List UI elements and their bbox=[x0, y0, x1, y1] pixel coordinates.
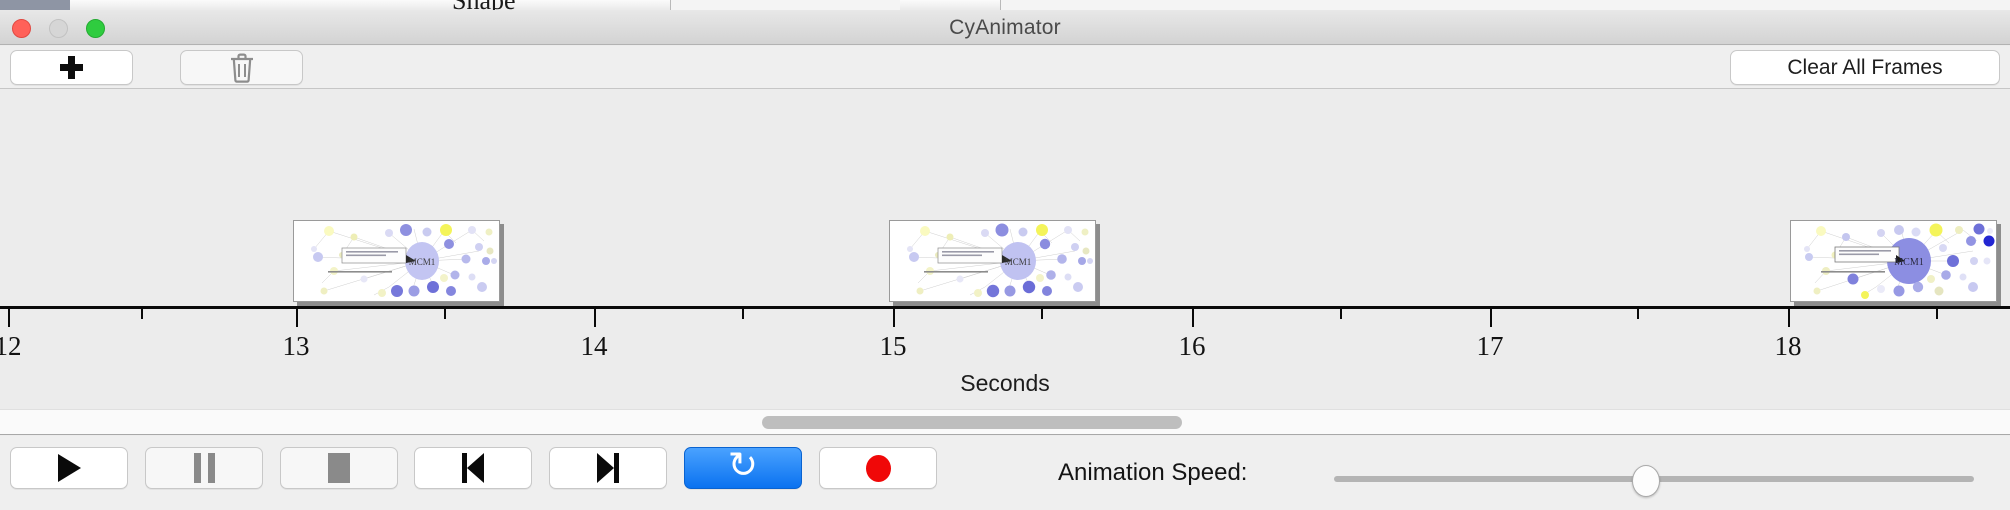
bg-seg bbox=[900, 0, 951, 10]
axis-tick-minor bbox=[141, 309, 143, 319]
bg-seg bbox=[300, 0, 381, 10]
axis-tick-minor bbox=[1340, 309, 1342, 319]
axis-tick-major bbox=[893, 309, 895, 327]
record-button[interactable] bbox=[819, 447, 937, 489]
clear-all-frames-button[interactable]: Clear All Frames bbox=[1730, 50, 2000, 85]
loop-icon: ↻ bbox=[727, 445, 759, 486]
timeline-axis bbox=[0, 306, 2010, 309]
frame-thumbnail[interactable]: MCM1 bbox=[293, 220, 504, 306]
skip-to-end-button[interactable] bbox=[549, 447, 667, 489]
pause-icon bbox=[193, 453, 215, 483]
bg-seg bbox=[240, 0, 301, 10]
frame-network-preview: MCM1 bbox=[293, 220, 500, 302]
animation-speed-slider-thumb[interactable] bbox=[1632, 465, 1660, 497]
trash-icon bbox=[230, 53, 253, 83]
skip-to-start-button[interactable] bbox=[414, 447, 532, 489]
play-icon bbox=[57, 454, 81, 482]
axis-title: Seconds bbox=[960, 370, 1050, 396]
playback-bar: ↻ Animation Speed: bbox=[0, 436, 2010, 510]
axis-tick-minor bbox=[1936, 309, 1938, 319]
axis-tick-minor bbox=[742, 309, 744, 319]
skip-backward-icon bbox=[462, 453, 484, 483]
frame-thumbnail[interactable]: MCM1 bbox=[889, 220, 1100, 306]
svg-text:MCM1: MCM1 bbox=[1894, 257, 1923, 268]
svg-text:MCM1: MCM1 bbox=[409, 257, 436, 267]
bg-seg bbox=[180, 0, 241, 10]
title-bar[interactable]: CyAnimator bbox=[0, 10, 2010, 45]
background-window-label: Shape bbox=[452, 0, 516, 10]
axis-tick-label: 17 bbox=[1476, 331, 1504, 361]
axis-tick-major bbox=[296, 309, 298, 327]
axis-tick-major bbox=[8, 309, 10, 327]
pause-button[interactable] bbox=[145, 447, 263, 489]
axis-tick-major bbox=[1192, 309, 1194, 327]
axis-tick-label: 15 bbox=[879, 331, 907, 361]
axis-tick-label: 12 bbox=[0, 331, 22, 361]
close-button[interactable] bbox=[12, 19, 31, 38]
plus-icon bbox=[59, 55, 84, 80]
delete-frame-button[interactable] bbox=[180, 50, 303, 85]
skip-forward-icon bbox=[597, 453, 619, 483]
timeline-scrollbar[interactable] bbox=[0, 409, 2010, 435]
axis-tick-minor bbox=[1637, 309, 1639, 319]
frame-network-preview: MCM1 bbox=[1790, 220, 1997, 302]
loop-button[interactable]: ↻ bbox=[684, 447, 802, 489]
frame-network-preview: MCM1 bbox=[889, 220, 1096, 302]
minimize-button[interactable] bbox=[49, 19, 68, 38]
stop-button[interactable] bbox=[280, 447, 398, 489]
axis-tick-major bbox=[1490, 309, 1492, 327]
frame-toolbar: Clear All Frames bbox=[0, 46, 2010, 89]
bg-seg bbox=[950, 0, 1001, 10]
scrollbar-thumb[interactable] bbox=[762, 416, 1182, 429]
axis-tick-label: 13 bbox=[282, 331, 310, 361]
axis-tick-label: 16 bbox=[1178, 331, 1206, 361]
axis-tick-label: 14 bbox=[580, 331, 608, 361]
play-button[interactable] bbox=[10, 447, 128, 489]
window-title: CyAnimator bbox=[949, 16, 1061, 39]
bg-seg bbox=[70, 0, 181, 10]
maximize-button[interactable] bbox=[86, 19, 105, 38]
bg-seg bbox=[380, 0, 671, 10]
axis-tick-minor bbox=[444, 309, 446, 319]
axis-tick-minor bbox=[1041, 309, 1043, 319]
svg-text:MCM1: MCM1 bbox=[1005, 257, 1032, 267]
record-icon bbox=[865, 454, 891, 482]
frame-thumbnail[interactable]: MCM1 bbox=[1790, 220, 2001, 306]
background-window-strip: Shape bbox=[0, 0, 2010, 10]
timeline-panel[interactable]: MCM1 bbox=[0, 89, 2010, 409]
axis-tick-major bbox=[594, 309, 596, 327]
background-window-titlebar bbox=[0, 0, 70, 10]
add-frame-button[interactable] bbox=[10, 50, 133, 85]
axis-tick-label: 18 bbox=[1774, 331, 1802, 361]
axis-tick-major bbox=[1788, 309, 1790, 327]
animation-speed-label: Animation Speed: bbox=[1058, 459, 1248, 486]
stop-icon bbox=[328, 453, 350, 483]
